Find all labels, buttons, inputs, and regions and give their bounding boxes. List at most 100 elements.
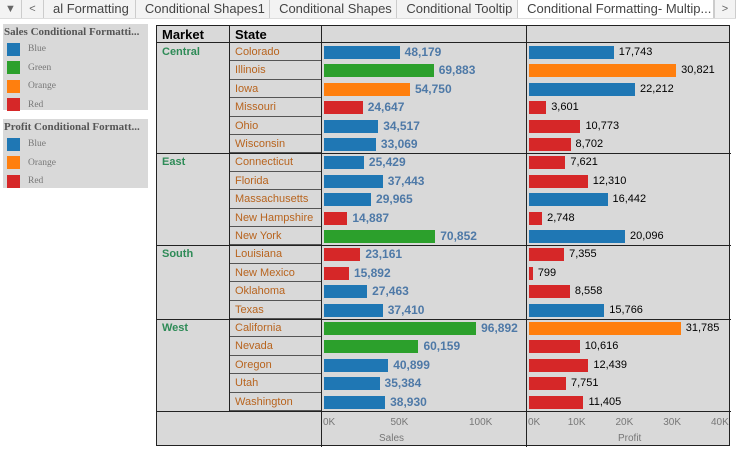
profit-bar[interactable] [529,211,543,225]
legend-item-orange[interactable]: Orange [3,77,148,96]
state-cell[interactable]: Connecticut [230,153,321,172]
sales-label: 29,965 [376,192,413,207]
profit-bar[interactable] [529,230,625,243]
tab-2[interactable]: Conditional Shapes [270,0,398,18]
sales-bar[interactable] [324,248,361,262]
tab-scroll-left-icon[interactable]: < [22,0,44,18]
color-swatch [7,174,20,188]
state-cell[interactable]: Louisiana [230,245,321,264]
profit-label: 15,766 [609,303,643,316]
sales-bar[interactable] [324,322,477,335]
profit-bar[interactable] [529,101,547,115]
sales-bar[interactable] [324,340,419,354]
sales-bar[interactable] [324,46,400,59]
market-header[interactable]: Market [157,26,230,43]
state-cell[interactable]: Washington [230,393,321,411]
sales-bar[interactable] [324,82,410,96]
state-cell[interactable]: New Hampshire [230,209,321,227]
divider [526,26,527,447]
profit-label: 31,785 [685,322,720,334]
profit-label: 3,601 [551,101,579,114]
axis-divider [157,411,731,412]
state-cell[interactable]: Wisconsin [230,135,321,154]
state-cell[interactable]: Florida [230,172,321,191]
sales-bar[interactable] [324,395,386,409]
profit-bar[interactable] [529,174,588,188]
state-cell[interactable]: Missouri [230,98,321,117]
sales-bar[interactable] [324,358,389,372]
tab-1[interactable]: Conditional Shapes1 [136,0,271,18]
legend-item-green[interactable]: Green [3,59,148,78]
legend-item-blue[interactable]: Blue [3,135,148,154]
tab-0[interactable]: al Formatting [44,0,136,18]
profit-bar[interactable] [529,193,608,207]
state-header[interactable]: State [230,26,322,43]
profit-label: 17,743 [618,46,653,58]
profit-label: 799 [537,266,557,279]
sales-bar[interactable] [324,285,368,299]
sales-label: 60,159 [423,339,461,354]
profit-axis-tick: 40K [711,417,729,428]
sales-bar[interactable] [324,377,380,391]
legend-item-label: Orange [28,81,56,92]
profit-bar[interactable] [529,119,581,133]
state-cell[interactable]: Illinois [230,61,321,80]
legend-item-red[interactable]: Red [3,172,148,191]
profit-bar[interactable] [529,64,677,78]
sales-bar[interactable] [324,193,372,207]
tab-scroll-right-icon[interactable]: > [714,0,736,18]
sales-axis-title: Sales [379,433,405,444]
legend-item-red[interactable]: Red [3,96,148,115]
state-cell[interactable]: Ohio [230,117,321,135]
profit-bar[interactable] [529,138,571,151]
sales-bar[interactable] [324,138,376,151]
sales-bar[interactable] [324,266,349,280]
divider [229,26,230,411]
state-cell[interactable]: Texas [230,301,321,319]
profit-axis-tick: 20K [615,417,634,428]
sales-bar[interactable] [324,101,363,115]
state-cell[interactable]: Oklahoma [230,282,321,301]
profit-bar[interactable] [529,248,565,262]
profit-bar[interactable] [529,395,584,409]
profit-bar[interactable] [529,303,605,317]
sales-bar[interactable] [324,211,348,225]
profit-bar[interactable] [529,340,580,354]
tab-4[interactable]: Conditional Formatting- Multip... [518,0,714,18]
profit-bar[interactable] [529,322,681,335]
tab-menu-dropdown-icon[interactable]: ▼ [0,0,22,18]
sales-bar[interactable] [324,174,383,188]
sales-label: 23,161 [365,247,403,262]
profit-bar[interactable] [529,156,566,170]
sales-bar[interactable] [324,119,379,133]
profit-bar[interactable] [529,358,589,372]
profit-label: 7,355 [569,248,597,261]
sales-label: 37,410 [387,302,425,317]
market-cell: South [162,248,194,261]
sales-bar[interactable] [324,156,364,170]
sales-bar[interactable] [324,64,434,78]
state-cell[interactable]: Nevada [230,337,321,356]
profit-bar[interactable] [529,266,533,280]
state-cell[interactable]: New Mexico [230,264,321,283]
state-cell[interactable]: California [230,319,321,338]
legend-item-blue[interactable]: Blue [3,40,148,59]
state-cell[interactable]: Massachusetts [230,190,321,209]
state-cell[interactable]: Colorado [230,43,321,62]
sales-bar[interactable] [324,303,383,317]
profit-label: 2,748 [547,211,575,224]
profit-bar[interactable] [529,82,636,96]
sales-label: 48,179 [404,45,442,59]
state-cell[interactable]: Oregon [230,356,321,375]
profit-bar[interactable] [529,377,566,391]
legend-item-orange[interactable]: Orange [3,154,148,173]
profit-bar[interactable] [529,46,614,59]
sales-label: 38,930 [390,394,427,409]
sales-bar[interactable] [324,230,436,243]
state-cell[interactable]: Iowa [230,80,321,99]
tab-3[interactable]: Conditional Tooltip [397,0,519,18]
state-cell[interactable]: New York [230,227,321,246]
profit-bar[interactable] [529,285,570,299]
state-cell[interactable]: Utah [230,374,321,393]
sales-label: 37,443 [387,173,425,188]
